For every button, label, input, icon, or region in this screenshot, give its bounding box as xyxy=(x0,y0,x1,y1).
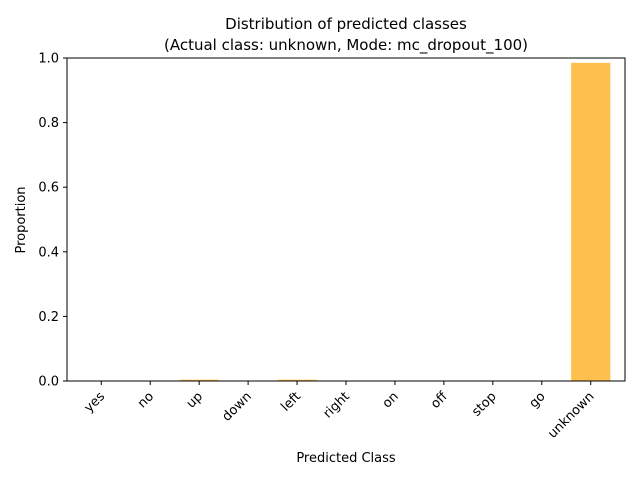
y-tick-label: 0.4 xyxy=(38,245,59,260)
x-tick-label: on xyxy=(380,389,402,411)
bar-up xyxy=(179,379,219,381)
y-tick-label: 0.6 xyxy=(38,181,59,196)
y-tick-label: 0.2 xyxy=(38,310,59,325)
x-tick-label: go xyxy=(527,389,549,411)
plot-area: 0.0 0.2 0.4 0.6 0.8 1.0 yes no up down left right on… xyxy=(38,52,611,442)
y-tick-label: 0.0 xyxy=(38,375,59,390)
chart-title: Distribution of predicted classes xyxy=(225,15,467,33)
y-tick-label: 0.8 xyxy=(38,116,59,131)
bar-unknown xyxy=(571,62,611,381)
x-tick-label: down xyxy=(220,389,255,424)
x-tick-label: no xyxy=(135,389,157,411)
bar-left xyxy=(277,379,317,381)
x-tick-label: left xyxy=(278,389,304,415)
x-tick-label: right xyxy=(321,389,353,421)
x-tick-label: unknown xyxy=(545,389,597,441)
x-tick-label: off xyxy=(428,388,451,411)
plot-frame xyxy=(66,57,626,382)
x-tick-label: stop xyxy=(469,389,499,419)
x-tick-label: yes xyxy=(82,389,109,416)
chart-subtitle: (Actual class: unknown, Mode: mc_dropout… xyxy=(164,36,528,55)
y-tick-label: 1.0 xyxy=(38,52,59,67)
x-tick-label: up xyxy=(184,389,206,411)
x-axis-label: Predicted Class xyxy=(296,451,396,466)
y-axis-label: Proportion xyxy=(14,186,29,253)
